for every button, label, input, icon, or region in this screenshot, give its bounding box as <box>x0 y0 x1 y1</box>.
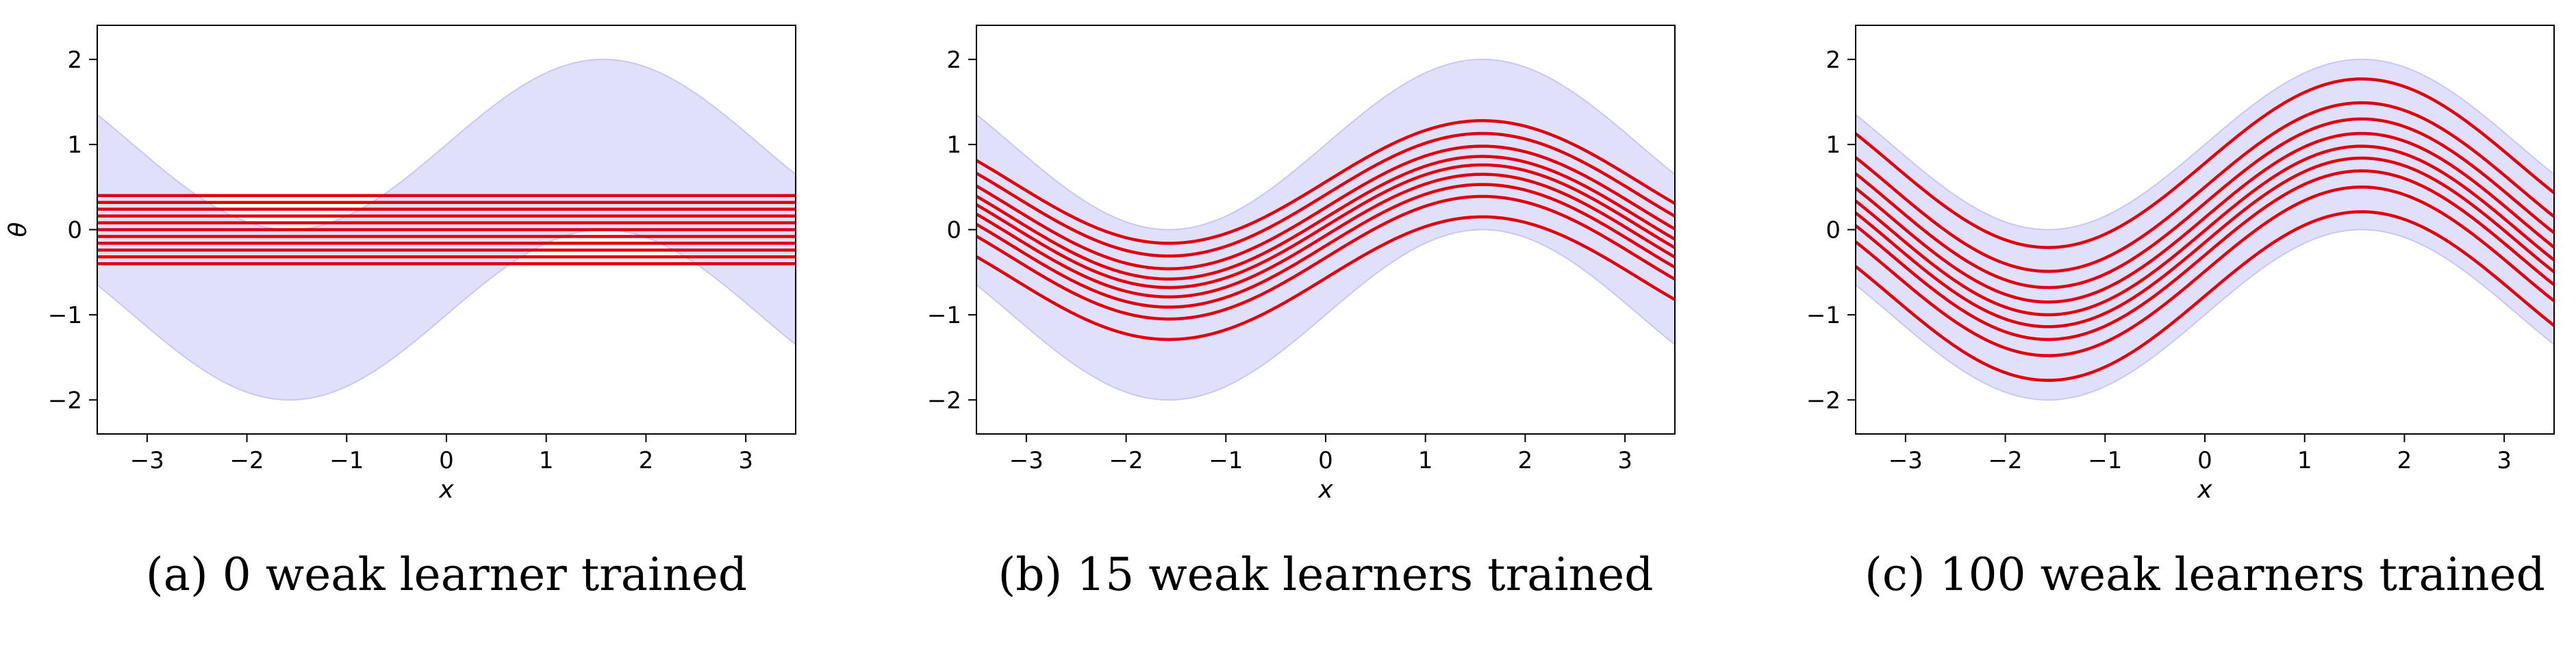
y-tick-label: −2 <box>927 387 961 414</box>
learner-curve-4 <box>976 172 1675 299</box>
learner-curve-9 <box>976 119 1675 245</box>
x-tick-label: −1 <box>1209 447 1243 474</box>
x-tick-label: −2 <box>230 447 264 474</box>
y-tick-label: 1 <box>946 131 961 159</box>
panel-caption: (a) 0 weak learner trained <box>146 548 747 601</box>
learner-curve-9 <box>1856 77 2554 249</box>
y-tick-label: 1 <box>67 131 82 159</box>
x-tick-label: 1 <box>1418 447 1433 474</box>
learner-curve-2 <box>1856 185 2554 357</box>
plot-content <box>97 58 796 401</box>
plot-content <box>1856 58 2554 401</box>
y-tick-label: 2 <box>67 47 82 74</box>
y-tick-label: 0 <box>946 217 961 244</box>
learner-curve-2 <box>976 194 1675 321</box>
learner-curve-6 <box>976 155 1675 281</box>
x-tick-label: −2 <box>1109 447 1144 474</box>
x-tick-label: −2 <box>1988 447 2023 474</box>
y-axis-label: θ <box>4 222 32 237</box>
y-tick-label: −1 <box>927 302 961 329</box>
y-tick-label: −1 <box>48 302 82 329</box>
learner-curve-1 <box>976 215 1675 342</box>
x-tick-label: −3 <box>1009 447 1044 474</box>
x-tick-label: 2 <box>2397 447 2412 474</box>
x-tick-label: 2 <box>1518 447 1533 474</box>
panel-3: −3 −2 −1 0 1 2 3 −2 −1 0 1 2 x (c) 100 weak learners … <box>1806 25 2555 601</box>
x-tick-label: 3 <box>738 447 753 474</box>
x-tick-label: 1 <box>2297 447 2312 474</box>
x-tick-label: 1 <box>539 447 554 474</box>
x-tick-label: −3 <box>130 447 164 474</box>
panel-2: −3 −2 −1 0 1 2 3 −2 −1 0 1 2 x (b) 15 weak learners t… <box>927 25 1676 601</box>
learner-curve-4 <box>1856 156 2554 329</box>
learner-curve-7 <box>1856 117 2554 290</box>
x-tick-label: 3 <box>1617 447 1632 474</box>
y-tick-label: 0 <box>67 217 82 244</box>
learner-curve-6 <box>1856 131 2554 304</box>
y-tick-label: 2 <box>1826 47 1841 74</box>
y-tick-label: 1 <box>1826 131 1841 159</box>
learner-curve-5 <box>976 163 1675 290</box>
uncertainty-band <box>976 58 1675 401</box>
x-axis-label: x <box>1317 476 1333 504</box>
x-tick-label: 0 <box>2197 447 2212 474</box>
learner-curve-1 <box>1856 210 2554 382</box>
y-tick-label: −2 <box>48 387 82 414</box>
y-tick-label: 2 <box>946 47 961 74</box>
x-tick-label: 0 <box>439 447 454 474</box>
x-axis-label: x <box>438 476 454 504</box>
x-tick-label: 3 <box>2497 447 2512 474</box>
x-tick-label: −3 <box>1889 447 1923 474</box>
x-tick-label: 2 <box>639 447 654 474</box>
panel-caption: (b) 15 weak learners trained <box>998 548 1654 601</box>
y-tick-label: −2 <box>1806 387 1841 414</box>
panel-caption: (c) 100 weak learners trained <box>1865 548 2545 601</box>
panel-1: −3 −2 −1 0 1 2 3 −2 −1 0 1 2 x θ (a) 0 weak learner tr… <box>4 25 796 601</box>
learner-curve-7 <box>976 144 1675 270</box>
y-tick-label: 0 <box>1826 217 1841 244</box>
x-tick-label: −1 <box>329 447 364 474</box>
x-tick-label: 0 <box>1318 447 1333 474</box>
learner-curve-3 <box>976 183 1675 309</box>
y-tick-label: −1 <box>1806 302 1841 329</box>
learner-curve-5 <box>1856 144 2554 317</box>
learner-curve-8 <box>1856 101 2554 273</box>
x-axis-label: x <box>2197 476 2212 504</box>
learner-curve-3 <box>1856 169 2554 342</box>
learner-curve-8 <box>976 131 1675 258</box>
plot-content <box>976 58 1675 401</box>
x-tick-label: −1 <box>2088 447 2122 474</box>
